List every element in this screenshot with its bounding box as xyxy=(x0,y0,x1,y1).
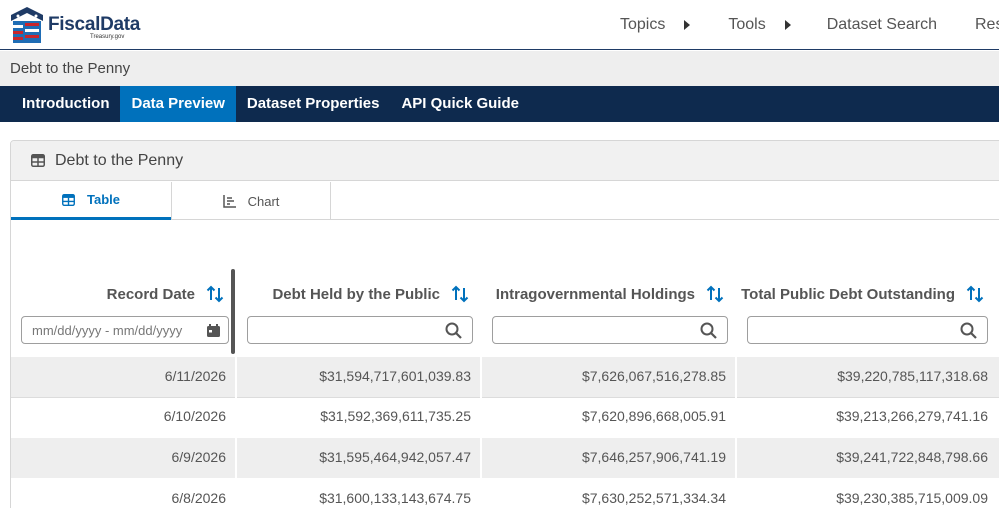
table-row: 6/8/2026 $31,600,133,143,674.75 $7,630,2… xyxy=(11,479,999,508)
table-row: 6/11/2026 $31,594,717,601,039.83 $7,626,… xyxy=(11,357,999,397)
column-label: Record Date xyxy=(106,285,195,303)
date-range-filter-input[interactable]: mm/dd/yyyy - mm/dd/yyyy xyxy=(21,316,229,344)
cell-intragovernmental: $7,646,257,906,741.19 xyxy=(482,438,737,478)
dataset-title-bar: Debt to the Penny xyxy=(0,51,999,86)
table-icon xyxy=(31,154,45,167)
card-title: Debt to the Penny xyxy=(55,152,184,169)
nav-dataset-search-label: Dataset Search xyxy=(826,16,937,33)
column-header-intragovernmental-holdings: Intragovernmental Holdings xyxy=(482,265,737,357)
table-row: 6/9/2026 $31,595,464,942,057.47 $7,646,2… xyxy=(11,438,999,478)
cell-debt-held: $31,594,717,601,039.83 xyxy=(237,357,482,397)
dataset-title: Debt to the Penny xyxy=(10,60,131,77)
column-header-debt-held-by-public: Debt Held by the Public xyxy=(237,265,482,357)
nav-resources[interactable]: Resou xyxy=(975,16,999,34)
tab-introduction[interactable]: Introduction xyxy=(22,95,110,112)
cell-record-date: 6/9/2026 xyxy=(11,438,237,478)
column-label: Intragovernmental Holdings xyxy=(495,285,695,303)
search-icon xyxy=(960,322,977,339)
nav-topics[interactable]: Topics xyxy=(620,16,691,34)
column-header-record-date: Record Date mm/dd/yyyy - mm/dd/yyyy xyxy=(11,265,237,357)
view-tab-chart[interactable]: Chart xyxy=(171,182,331,220)
column-label: Debt Held by the Public xyxy=(272,285,440,303)
data-preview-card: Debt to the Penny Table Chart xyxy=(10,140,999,508)
cell-debt-held: $31,600,133,143,674.75 xyxy=(237,479,482,508)
calendar-icon[interactable] xyxy=(205,322,222,339)
fiscaldata-logo[interactable]: FiscalData Treasury.gov xyxy=(10,6,150,44)
date-range-placeholder: mm/dd/yyyy - mm/dd/yyyy xyxy=(32,323,183,338)
tab-data-preview[interactable]: Data Preview xyxy=(120,86,236,122)
cell-debt-held: $31,592,369,611,735.25 xyxy=(237,397,482,437)
cell-intragovernmental: $7,620,896,668,005.91 xyxy=(482,397,737,437)
cell-total-debt: $39,213,266,279,741.16 xyxy=(836,408,988,424)
site-header: FiscalData Treasury.gov Topics Tools Dat… xyxy=(0,0,999,50)
table-icon xyxy=(62,193,75,206)
nav-tools-label: Tools xyxy=(728,16,766,33)
caret-right-icon xyxy=(784,20,791,30)
table-row: 6/10/2026 $31,592,369,611,735.25 $7,620,… xyxy=(11,397,999,437)
tab-api-quick-guide[interactable]: API Quick Guide xyxy=(401,95,519,112)
nav-tools[interactable]: Tools xyxy=(728,16,791,34)
nav-resources-label: Resou xyxy=(975,16,999,33)
caret-right-icon xyxy=(684,20,691,30)
chart-icon xyxy=(222,194,236,208)
logo-text: FiscalData xyxy=(48,14,141,35)
row-divider xyxy=(11,397,999,398)
flag-icon xyxy=(11,7,43,43)
search-icon xyxy=(700,322,717,339)
section-tabs: Introduction Data Preview Dataset Proper… xyxy=(0,86,999,122)
column-resize-handle[interactable] xyxy=(231,269,235,354)
sort-icon[interactable] xyxy=(205,284,225,304)
cell-debt-held: $31,595,464,942,057.47 xyxy=(237,438,482,478)
search-icon xyxy=(445,322,462,339)
view-tab-table-label: Table xyxy=(87,192,120,207)
view-tabs: Table Chart xyxy=(11,182,999,220)
cell-intragovernmental: $7,626,067,516,278.85 xyxy=(482,357,737,397)
view-tab-chart-label: Chart xyxy=(247,193,280,209)
intragovernmental-filter-input[interactable] xyxy=(492,316,728,344)
cell-intragovernmental: $7,630,252,571,334.34 xyxy=(482,479,737,508)
cell-total-debt: $39,241,722,848,798.66 xyxy=(836,449,988,465)
cell-total-debt: $39,220,785,117,318.68 xyxy=(837,368,988,384)
debt-held-filter-input[interactable] xyxy=(247,316,473,344)
top-navigation: Topics Tools Dataset Search Resou xyxy=(620,0,999,50)
column-label: Total Public Debt Outstanding xyxy=(741,285,955,303)
card-header: Debt to the Penny xyxy=(11,141,999,181)
view-tab-table[interactable]: Table xyxy=(11,182,171,220)
cell-record-date: 6/8/2026 xyxy=(11,479,237,508)
cell-record-date: 6/10/2026 xyxy=(11,397,237,437)
total-debt-filter-input[interactable] xyxy=(747,316,988,344)
sort-icon[interactable] xyxy=(705,284,725,304)
nav-topics-label: Topics xyxy=(620,16,666,33)
column-header-total-public-debt: Total Public Debt Outstanding xyxy=(737,265,997,357)
sort-icon[interactable] xyxy=(450,284,470,304)
cell-total-debt: $39,230,385,715,009.09 xyxy=(836,490,988,506)
cell-record-date: 6/11/2026 xyxy=(11,357,237,397)
nav-dataset-search[interactable]: Dataset Search xyxy=(827,16,937,34)
logo-subtext: Treasury.gov xyxy=(90,34,125,40)
tab-dataset-properties[interactable]: Dataset Properties xyxy=(246,95,380,112)
sort-icon[interactable] xyxy=(965,284,985,304)
